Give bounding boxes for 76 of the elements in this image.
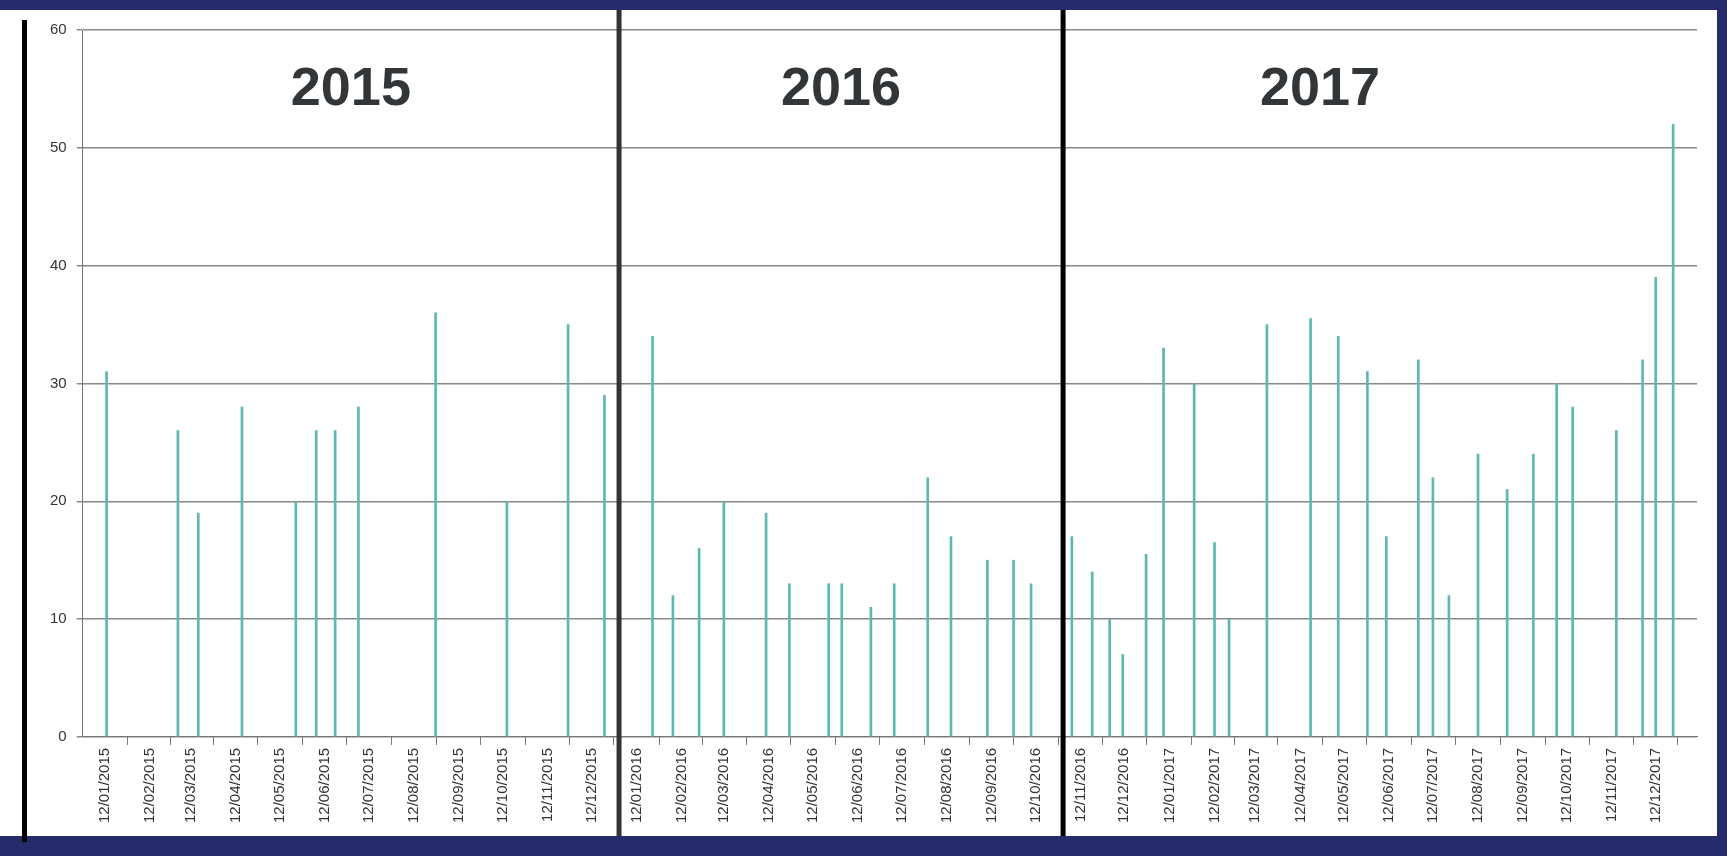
bar bbox=[1309, 318, 1312, 737]
bar bbox=[1641, 359, 1644, 737]
bar bbox=[788, 583, 791, 737]
bar bbox=[603, 394, 606, 737]
x-tick-label: 12/12/2016 bbox=[1114, 747, 1132, 823]
y-tick-label: 0 bbox=[58, 727, 67, 745]
bar bbox=[840, 583, 844, 737]
x-tick-label: 12/07/2016 bbox=[891, 747, 909, 823]
bar bbox=[314, 430, 318, 737]
y-tick-label: 60 bbox=[50, 20, 67, 38]
x-tick-label: 12/04/2015 bbox=[226, 747, 244, 823]
bar bbox=[1654, 277, 1657, 737]
x-tick-label: 12/07/2017 bbox=[1423, 747, 1441, 823]
x-tick-label: 12/03/2017 bbox=[1245, 747, 1263, 823]
x-tick-label: 12/02/2017 bbox=[1204, 747, 1222, 823]
x-tick-label: 12/06/2017 bbox=[1379, 747, 1397, 823]
x-tick-label: 12/06/2015 bbox=[315, 747, 333, 823]
bar bbox=[1012, 559, 1015, 737]
x-tick-label: 12/12/2017 bbox=[1645, 747, 1663, 823]
bar bbox=[1384, 536, 1388, 737]
y-tick-label: 20 bbox=[50, 491, 67, 509]
bar bbox=[1336, 336, 1340, 737]
x-tick-label: 12/03/2016 bbox=[714, 747, 732, 823]
bar bbox=[1121, 654, 1125, 737]
x-tick-label: 12/09/2016 bbox=[981, 747, 999, 823]
x-tick-label: 12/01/2015 bbox=[95, 747, 113, 823]
x-tick-label: 12/09/2015 bbox=[449, 747, 467, 823]
y-tick-label: 10 bbox=[50, 609, 67, 627]
bar bbox=[1108, 618, 1112, 737]
x-tick-label: 12/05/2017 bbox=[1334, 747, 1352, 823]
bar bbox=[926, 477, 930, 737]
annotation: 2017 bbox=[1259, 55, 1381, 116]
bar bbox=[1417, 359, 1420, 737]
x-tick-label: 12/08/2015 bbox=[403, 747, 421, 823]
x-tick-label: 12/03/2015 bbox=[181, 747, 199, 823]
bar bbox=[827, 583, 831, 737]
y-tick-label: 30 bbox=[50, 373, 67, 391]
bar bbox=[1162, 347, 1165, 737]
x-tick-label: 12/08/2017 bbox=[1468, 747, 1486, 823]
x-tick-label: 12/10/2016 bbox=[1025, 747, 1043, 823]
bar bbox=[1532, 453, 1535, 737]
x-tick-label: 12/12/2015 bbox=[581, 747, 599, 823]
bar bbox=[986, 559, 989, 737]
bar bbox=[651, 336, 654, 737]
x-tick-label: 12/09/2017 bbox=[1513, 747, 1531, 823]
x-tick-label: 12/05/2016 bbox=[802, 747, 820, 823]
bar bbox=[1615, 430, 1618, 737]
bar bbox=[1213, 542, 1216, 737]
bar bbox=[1090, 571, 1094, 737]
x-tick-label: 12/07/2015 bbox=[358, 747, 376, 823]
x-tick-label: 12/10/2015 bbox=[492, 747, 510, 823]
x-tick-label: 12/11/2017 bbox=[1602, 747, 1620, 822]
bar bbox=[434, 312, 437, 737]
bar bbox=[892, 583, 896, 737]
bar bbox=[1555, 383, 1558, 737]
bar bbox=[1366, 371, 1369, 737]
y-tick-label: 40 bbox=[50, 255, 67, 273]
annotation: 2015 bbox=[290, 55, 411, 116]
y-tick-label: 50 bbox=[50, 137, 67, 155]
x-tick-label: 12/02/2015 bbox=[140, 747, 158, 823]
bar bbox=[1571, 406, 1574, 737]
annotation: 2016 bbox=[781, 55, 902, 116]
bar bbox=[357, 406, 360, 737]
x-tick-label: 12/10/2017 bbox=[1556, 747, 1574, 823]
x-tick-label: 12/06/2016 bbox=[847, 747, 865, 823]
x-tick-label: 12/11/2016 bbox=[1070, 747, 1088, 822]
x-tick-label: 12/01/2017 bbox=[1159, 747, 1177, 823]
x-tick-label: 12/01/2016 bbox=[626, 747, 644, 823]
x-tick-label: 12/05/2015 bbox=[269, 747, 287, 823]
bar bbox=[105, 371, 108, 737]
x-tick-label: 12/04/2017 bbox=[1290, 747, 1308, 823]
x-tick-label: 12/11/2015 bbox=[537, 747, 555, 822]
x-tick-label: 12/08/2016 bbox=[936, 747, 954, 823]
x-tick-label: 12/02/2016 bbox=[671, 747, 689, 823]
x-tick-label: 12/04/2016 bbox=[759, 747, 777, 823]
bar bbox=[196, 512, 200, 737]
